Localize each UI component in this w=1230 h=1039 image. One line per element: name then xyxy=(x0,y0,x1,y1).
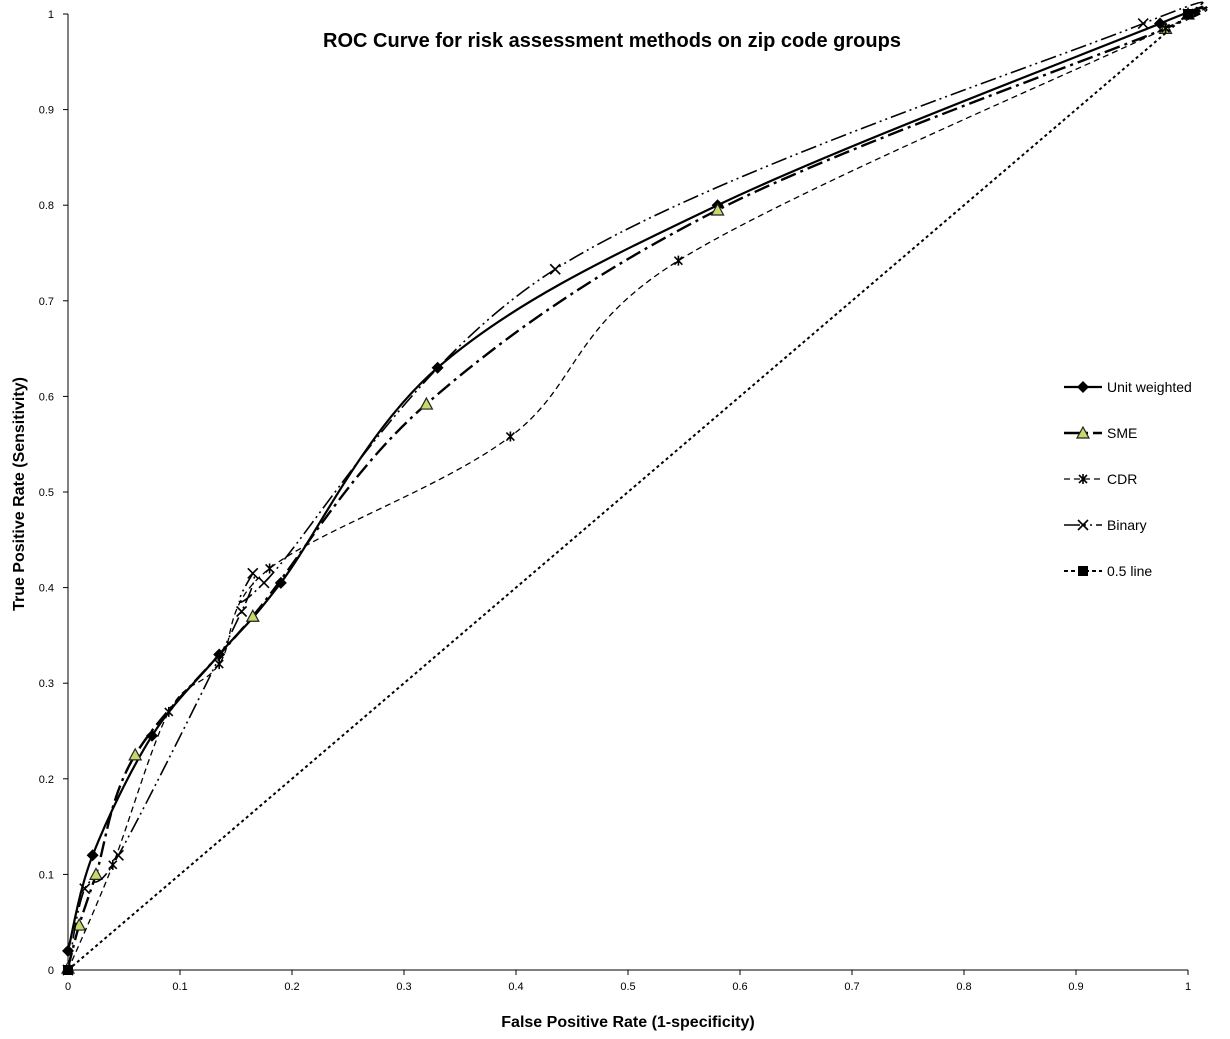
x-marker-shape xyxy=(236,605,248,618)
triangle-marker-shape xyxy=(88,867,104,880)
data-point xyxy=(549,263,561,275)
legend-marker xyxy=(1077,381,1089,393)
y-tick-label: 0.2 xyxy=(39,774,54,786)
legend-item: Binary xyxy=(1064,517,1147,533)
data-point xyxy=(710,202,725,216)
legend-item: SME xyxy=(1064,425,1137,441)
diamond-marker-shape xyxy=(86,849,99,862)
legend-marker xyxy=(1075,425,1091,439)
series-line xyxy=(66,5,1204,952)
data-point xyxy=(63,965,73,975)
y-tick-label: 0 xyxy=(48,965,54,977)
data-point xyxy=(419,396,434,410)
triangle-marker-shape xyxy=(419,396,434,410)
y-tick-label: 0.4 xyxy=(39,583,54,595)
legend-label: CDR xyxy=(1107,471,1137,487)
x-tick-label: 0.3 xyxy=(396,981,411,993)
asterisk-marker-shape xyxy=(1078,474,1088,484)
data-point xyxy=(505,431,515,442)
x-tick-label: 0.6 xyxy=(732,981,747,993)
triangle-marker-shape xyxy=(1075,425,1091,439)
y-tick-label: 0.6 xyxy=(39,391,54,403)
y-tick-label: 0.5 xyxy=(39,487,54,499)
legend-item: 0.5 line xyxy=(1064,563,1152,579)
asterisk-marker-shape xyxy=(265,563,275,574)
x-tick-label: 0.4 xyxy=(508,981,523,993)
legend-marker xyxy=(1078,474,1088,484)
data-point xyxy=(128,747,143,761)
data-point xyxy=(88,867,104,880)
x-marker-shape xyxy=(549,263,561,275)
plot-area: 0 0.1 0.2 0.3 0.4 0.5 0.6 0.7 0.8 0.9 1 0 0.1 0.2 0.3 0… xyxy=(39,1,1210,993)
x-tick-label: 0 xyxy=(65,981,71,993)
y-tick-label: 0.3 xyxy=(39,678,54,690)
x-tick-label: 0.1 xyxy=(172,981,187,993)
x-marker-shape xyxy=(79,883,91,895)
y-tick-label: 0.8 xyxy=(39,200,54,212)
y-tick-label: 1 xyxy=(48,9,54,21)
series-0-5-line xyxy=(63,9,1193,975)
data-point xyxy=(673,255,683,266)
asterisk-marker-shape xyxy=(673,255,683,266)
series-cdr xyxy=(63,5,1210,975)
data-point xyxy=(79,883,91,895)
legend-label: 0.5 line xyxy=(1107,563,1152,579)
legend-label: Binary xyxy=(1107,517,1147,533)
asterisk-marker-shape xyxy=(164,706,174,717)
y-axis-title: True Positive Rate (Sensitivity) xyxy=(11,377,28,611)
square-marker-shape xyxy=(1078,566,1088,576)
data-point xyxy=(86,849,99,862)
legend-label: SME xyxy=(1107,425,1137,441)
legend-marker xyxy=(1078,566,1088,576)
triangle-marker-shape xyxy=(710,202,725,216)
series-line xyxy=(67,13,1189,971)
legend: Unit weighted SME CDR Binary 0.5 line xyxy=(1064,379,1192,579)
x-tick-label: 0.7 xyxy=(844,981,859,993)
asterisk-marker-shape xyxy=(505,431,515,442)
legend-item: Unit weighted xyxy=(1064,379,1192,395)
square-marker-shape xyxy=(1183,9,1193,19)
diamond-marker-shape xyxy=(1077,381,1089,393)
data-point xyxy=(236,605,248,618)
x-tick-label: 0.8 xyxy=(956,981,971,993)
data-point xyxy=(247,567,259,579)
diamond-marker-shape xyxy=(146,729,158,742)
x-tick-label: 0.5 xyxy=(620,981,635,993)
square-marker-shape xyxy=(63,965,73,975)
x-tick-label: 1 xyxy=(1185,981,1191,993)
legend-item: CDR xyxy=(1064,471,1137,487)
data-point xyxy=(265,563,275,574)
x-tick-label: 0.2 xyxy=(284,981,299,993)
data-point xyxy=(1137,17,1149,30)
data-point xyxy=(214,659,224,670)
legend-marker xyxy=(1077,519,1089,531)
triangle-marker-shape xyxy=(128,747,143,761)
chart-title: ROC Curve for risk assessment methods on… xyxy=(323,30,901,52)
y-tick-label: 0.1 xyxy=(39,869,54,881)
data-point xyxy=(164,706,174,717)
x-marker-shape xyxy=(258,577,270,589)
data-point xyxy=(258,577,270,589)
data-point xyxy=(146,729,158,742)
x-marker-shape xyxy=(247,567,259,579)
x-marker-shape xyxy=(1077,519,1089,531)
x-tick-label: 0.9 xyxy=(1068,981,1083,993)
x-axis-title: False Positive Rate (1-specificity) xyxy=(501,1014,754,1031)
legend-label: Unit weighted xyxy=(1107,379,1192,395)
data-point xyxy=(245,609,260,622)
series-line xyxy=(67,5,1210,971)
y-tick-label: 0.9 xyxy=(39,105,54,117)
asterisk-marker-shape xyxy=(214,659,224,670)
y-tick-label: 0.7 xyxy=(39,296,54,308)
series-unit-weighted xyxy=(62,5,1204,957)
x-marker-shape xyxy=(1137,17,1149,30)
data-point xyxy=(112,849,124,861)
x-marker-shape xyxy=(112,849,124,861)
triangle-marker-shape xyxy=(245,609,260,622)
series-line xyxy=(66,8,1208,969)
data-point xyxy=(1183,9,1193,19)
